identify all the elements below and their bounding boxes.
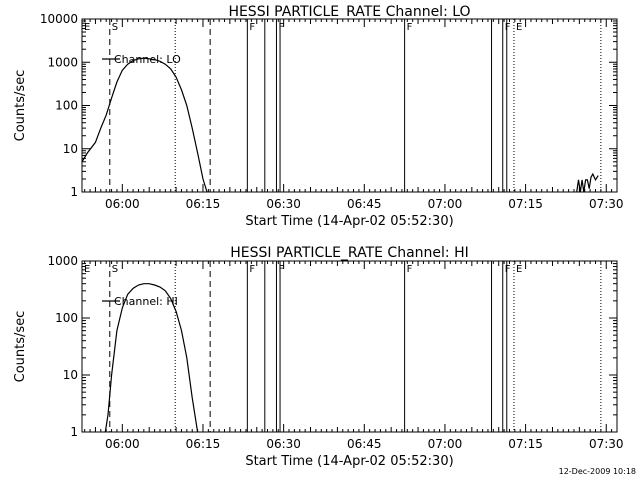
chart2-marker-label: E xyxy=(84,264,90,275)
chart1-series-line-2 xyxy=(576,172,599,193)
chart1-ytick-label: 1 xyxy=(70,185,78,199)
chart1-marker-label: F xyxy=(249,22,255,33)
chart2-xtick-label: 06:45 xyxy=(347,437,382,451)
chart1-marker-label: S xyxy=(112,22,118,33)
chart1-xtick-label: 07:15 xyxy=(508,197,543,211)
chart1-xtick-label: 06:45 xyxy=(347,197,382,211)
chart2-xlabel: Start Time (14-Apr-02 05:52:30) xyxy=(245,454,453,469)
chart1-series-line-1 xyxy=(81,57,208,193)
chart2-marker-label: E xyxy=(516,264,522,275)
chart1-ytick-label: 10 xyxy=(63,142,78,156)
chart2-marker-label: F xyxy=(278,264,284,275)
chart2-frame xyxy=(81,260,618,433)
chart2-title: HESSI PARTICLE_RATE Channel: HI xyxy=(230,245,468,261)
chart1-ylabel: Counts/sec xyxy=(13,70,28,142)
chart2-ytick-label: 100 xyxy=(55,311,78,325)
chart1-marker-label: E xyxy=(84,22,90,33)
chart1-xtick-label: 07:30 xyxy=(589,197,624,211)
chart1-ytick-label: 1000 xyxy=(47,55,78,69)
chart2-marker-label: F xyxy=(249,264,255,275)
chart2-ytick-label: 1000 xyxy=(47,254,78,268)
chart1-marker-label: F xyxy=(407,22,413,33)
chart2-ytick-label: 1 xyxy=(70,425,78,439)
chart1-ytick-label: 10000 xyxy=(40,12,78,26)
chart1-marker-label: F xyxy=(278,22,284,33)
chart2-xtick-label: 07:15 xyxy=(508,437,543,451)
chart1-xtick-label: 06:30 xyxy=(266,197,301,211)
chart2-xtick-label: 06:30 xyxy=(266,437,301,451)
chart1-xtick-label: 07:00 xyxy=(428,197,463,211)
chart2-legend-label: Channel: HI xyxy=(114,295,178,308)
chart2-marker-label: F xyxy=(505,264,511,275)
chart2-xtick-label: 06:15 xyxy=(186,437,221,451)
chart2-xtick-label: 06:00 xyxy=(105,437,140,451)
chart2-xtick-label: 07:00 xyxy=(428,437,463,451)
chart2-ytick-label: 10 xyxy=(63,368,78,382)
date-stamp: 12-Dec-2009 10:18 xyxy=(559,467,636,476)
chart1-xtick-label: 06:00 xyxy=(105,197,140,211)
chart2-series-line-1 xyxy=(104,283,199,433)
chart1-title: HESSI PARTICLE_RATE Channel: LO xyxy=(228,4,470,20)
chart2-xtick-label: 07:30 xyxy=(589,437,624,451)
chart1-marker-label: F xyxy=(505,22,511,33)
chart1-xlabel: Start Time (14-Apr-02 05:52:30) xyxy=(245,214,453,229)
chart1-ytick-label: 100 xyxy=(55,99,78,113)
chart2-ylabel: Counts/sec xyxy=(13,311,28,383)
chart1-legend-label: Channel: LO xyxy=(114,53,181,66)
chart2-marker-label: F xyxy=(407,264,413,275)
chart2-marker-label: S xyxy=(112,264,118,275)
chart1-marker-label: E xyxy=(516,22,522,33)
chart1-frame xyxy=(81,18,618,193)
chart1-xtick-label: 06:15 xyxy=(186,197,221,211)
